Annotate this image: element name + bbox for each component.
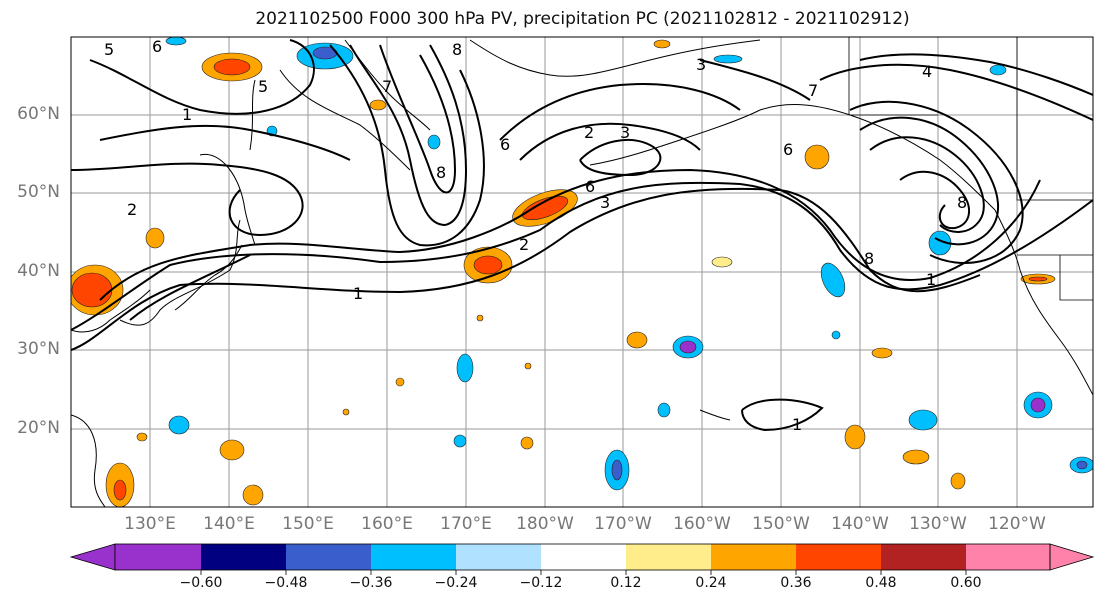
lon-label: 130°E [124,514,176,534]
colorbar-tick-label: 0.36 [780,575,812,591]
lon-label: 170°W [594,514,652,534]
contour-label: 3 [620,123,630,142]
colorbar [69,543,1095,575]
lat-label: 20°N [17,418,60,438]
colorbar-tick-label: 0.24 [695,575,727,591]
contour-label: 6 [500,135,510,154]
colorbar-tick-label: −0.12 [519,575,563,591]
map-title: 2021102500 F000 300 hPa PV, precipitatio… [255,9,910,29]
colorbar-tick-label: −0.24 [434,575,478,591]
colorbar-segment [881,544,966,570]
colorbar-segment [966,544,1050,570]
precip-shading [71,37,1093,507]
colorbar-tick-label: 0.60 [950,575,982,591]
colorbar-segment [711,544,796,570]
contour-label: 7 [382,77,392,96]
colorbar-segment [796,544,881,570]
contour-label: 1 [792,415,802,434]
contour-label: 2 [519,235,529,254]
colorbar-tick-label: −0.48 [264,575,308,591]
contour-label: 3 [696,55,706,74]
lon-label: 150°E [282,514,334,534]
colorbar-segment [371,544,456,570]
contour-label: 2 [584,123,594,142]
lon-label: 170°E [440,514,492,534]
lon-label: 150°W [752,514,810,534]
contour-label: 1 [182,105,192,124]
colorbar-border [114,543,1051,571]
contour-label: 5 [104,40,114,59]
colorbar-segment [626,544,711,570]
contour-label: 8 [452,40,462,59]
contour-label: 8 [436,163,446,182]
contour-label: 8 [864,249,874,268]
contour-label: 6 [783,140,793,159]
lat-label: 40°N [17,261,60,281]
contour-label: 6 [152,37,162,56]
colorbar-segment [286,544,371,570]
colorbar-arrow-right [1049,543,1095,571]
coastlines [71,39,1093,507]
lon-label: 180°W [516,514,574,534]
colorbar-tick-label: 0.48 [865,575,897,591]
colorbar-tick-label: 0.12 [610,575,642,591]
contour-label: 8 [957,193,967,212]
lon-label: 120°W [988,514,1046,534]
colorbar-segment [115,544,201,570]
colorbar-segment [201,544,286,570]
lon-label: 160°E [361,514,413,534]
contour-label: 6 [585,177,595,196]
contour-label: 7 [808,81,818,100]
lon-label: 140°W [831,514,889,534]
colorbar-tick-label: −0.36 [349,575,393,591]
pv-contours [71,39,1093,432]
contour-label: 1 [353,284,363,303]
contour-label: 2 [127,200,137,219]
contour-label: 3 [600,193,610,212]
lat-label: 50°N [17,182,60,202]
colorbar-segment [456,544,541,570]
colorbar-arrow-left [69,543,116,571]
colorbar-tick-label: −0.60 [179,575,223,591]
borders [848,37,1093,301]
lat-label: 30°N [17,339,60,359]
contour-labels: 1 1 1 1 2 2 2 3 3 3 4 5 5 6 6 6 6 7 7 8 … [104,37,967,434]
lat-label: 60°N [17,104,60,124]
lon-label: 140°E [203,514,255,534]
map-border [70,36,1094,508]
colorbar-segment [541,544,626,570]
lon-label: 130°W [909,514,967,534]
contour-label: 1 [926,270,936,289]
contour-label: 4 [922,62,932,81]
contour-label: 5 [258,77,268,96]
lon-label: 160°W [673,514,731,534]
